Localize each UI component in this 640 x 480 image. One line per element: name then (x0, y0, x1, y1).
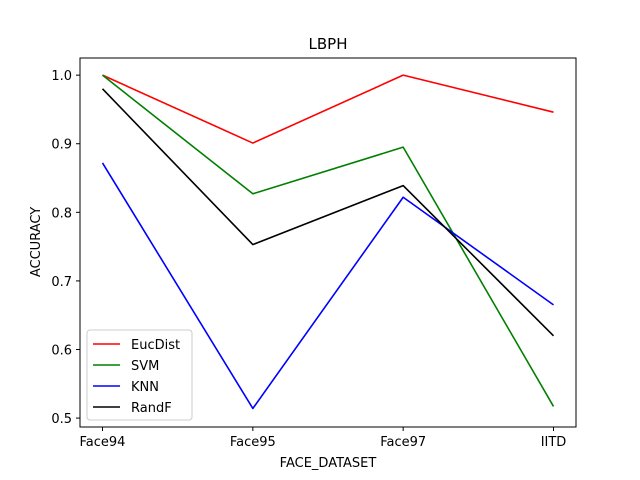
legend-label-svm: SVM (131, 359, 159, 374)
y-tick-label: 0.8 (51, 206, 72, 221)
series-line-svm (102, 74, 555, 407)
x-tick-label: IITD (541, 435, 567, 450)
y-tick-label: 0.6 (51, 343, 72, 358)
y-axis-title: ACCURACY (29, 207, 44, 277)
y-tick-label: 1.0 (51, 69, 72, 84)
y-axis: 0.5 0.6 0.7 0.8 0.9 1.0 (51, 69, 80, 427)
x-tick-label: Face95 (230, 435, 276, 450)
legend-label-knn: KNN (131, 380, 159, 395)
legend-box (86, 329, 193, 421)
x-tick-label: Face94 (80, 435, 126, 450)
series-line-randf (101, 88, 555, 337)
legend-label-randf: RandF (131, 401, 172, 416)
plot-area (101, 74, 555, 410)
plot-frame (79, 57, 577, 428)
y-tick-label: 0.5 (51, 412, 72, 427)
y-tick-label: 0.7 (51, 275, 72, 290)
legend-label-eucdist: EucDist (131, 338, 180, 353)
chart-title: LBPH (309, 35, 348, 53)
x-axis-title: FACE_DATASET (280, 456, 377, 471)
legend: EucDist SVM KNN RandF (86, 329, 193, 421)
x-axis: Face94 Face95 Face97 IITD (80, 427, 567, 450)
x-tick-label: Face97 (380, 435, 426, 450)
y-tick-label: 0.9 (51, 138, 72, 153)
series-line-knn (101, 162, 554, 410)
series-line-eucdist (102, 74, 554, 144)
